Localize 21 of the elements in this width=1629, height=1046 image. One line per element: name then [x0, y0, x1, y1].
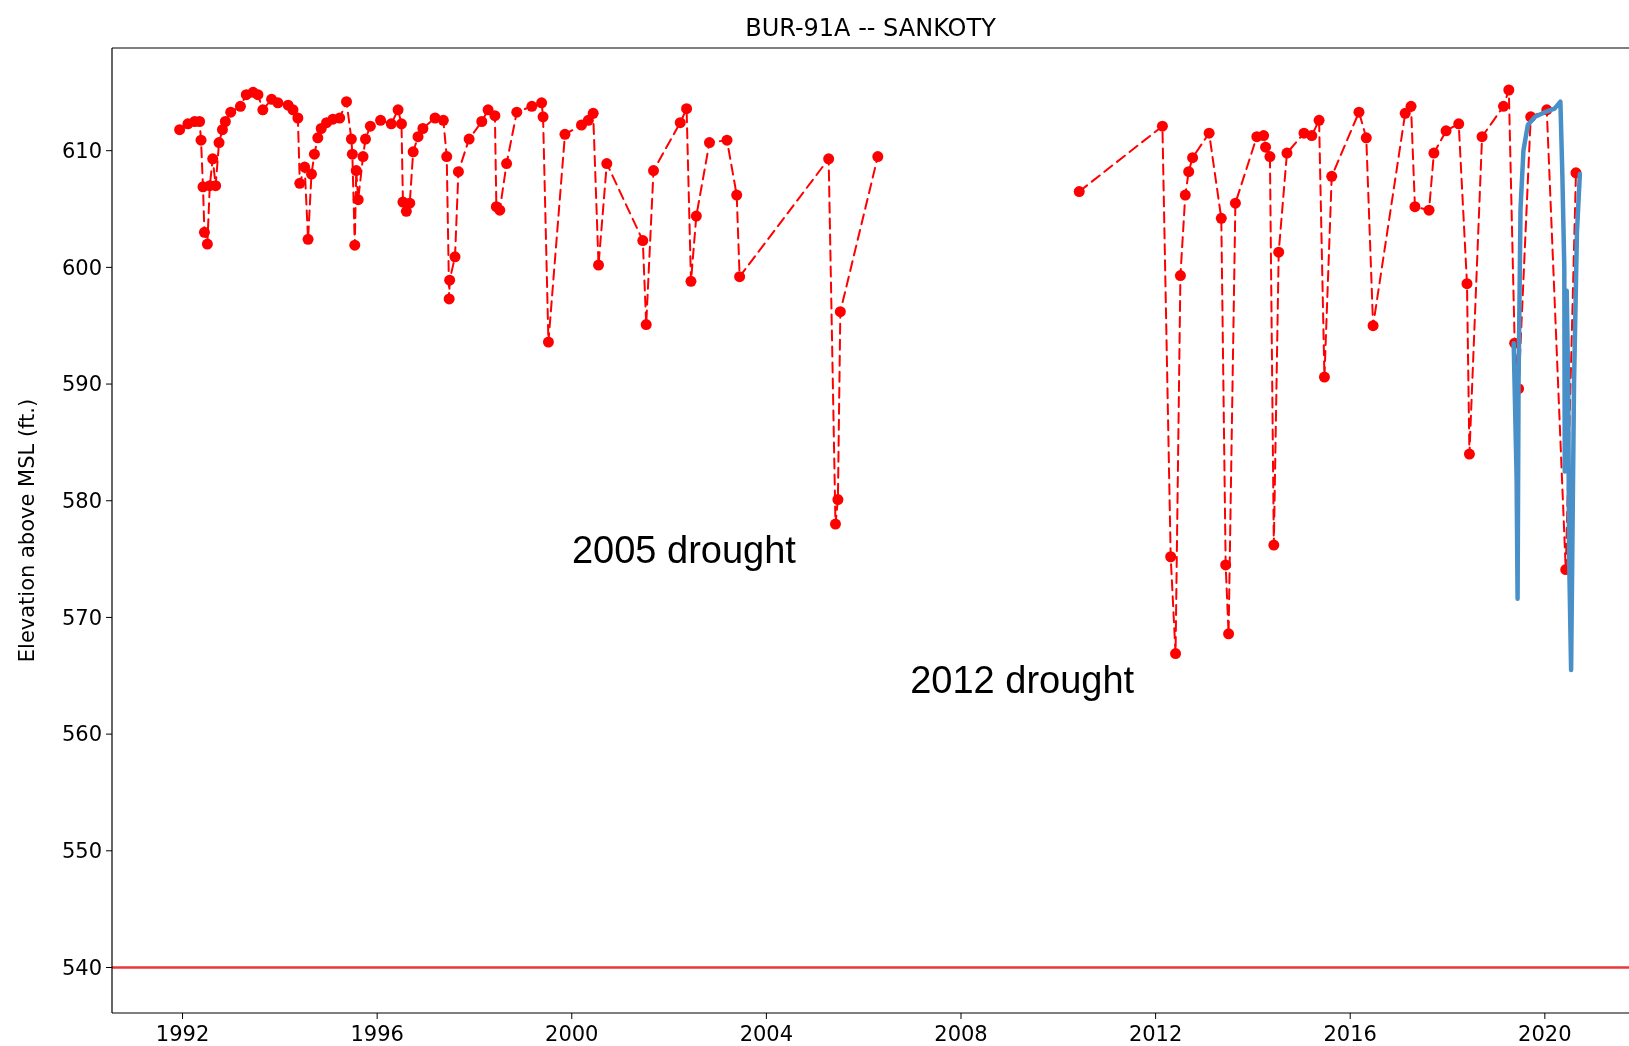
y-tick-label: 610 — [61, 139, 102, 164]
chart-title: BUR-91A -- SANKOTY — [745, 14, 997, 42]
x-tick-label: 2012 — [1128, 1022, 1183, 1046]
y-tick-label: 570 — [61, 605, 102, 630]
x-tick-label: 1996 — [350, 1022, 404, 1046]
annotation: 2005 drought — [571, 529, 797, 572]
x-tick-label: 2016 — [1323, 1022, 1377, 1046]
x-tick-label: 2008 — [934, 1022, 988, 1046]
x-tick-label: 2000 — [545, 1022, 599, 1046]
x-tick-label: 2004 — [739, 1022, 794, 1046]
x-tick-label: 2020 — [1518, 1022, 1572, 1046]
y-tick-label: 590 — [61, 372, 102, 397]
y-tick-label: 580 — [61, 489, 102, 514]
y-tick-label: 540 — [61, 955, 102, 980]
y-axis-title: Elevation above MSL (ft.) — [15, 398, 39, 663]
annotation: 2012 drought — [910, 659, 1135, 702]
y-tick-label: 560 — [61, 722, 102, 747]
x-tick-label: 1992 — [155, 1022, 210, 1046]
line-series — [1511, 99, 1583, 673]
y-tick-label: 550 — [61, 839, 102, 864]
y-tick-label: 600 — [61, 255, 102, 280]
